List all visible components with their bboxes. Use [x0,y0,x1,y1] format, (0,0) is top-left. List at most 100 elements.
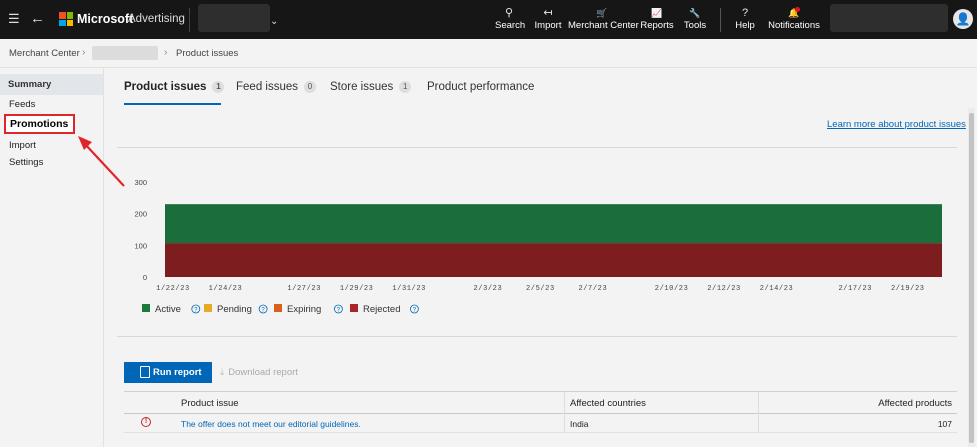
x-tick-label: 2/17/23 [838,285,872,293]
nav-notifications[interactable]: 🔔 Notifications [768,8,820,31]
column-separator [564,414,565,433]
active-tab-indicator [124,103,221,105]
column-separator [564,392,565,414]
info-icon [409,304,419,314]
tab-store-issues[interactable]: Store issues 1 [330,81,412,93]
chevron-right-icon: › [82,47,86,58]
product-name: Advertising [128,13,185,25]
run-report-button[interactable]: . Run report [124,362,212,383]
x-tick-label: 1/29/23 [340,285,374,293]
breadcrumb-merchant-center[interactable]: Merchant Center [9,48,80,59]
column-separator [758,414,759,433]
nav-search[interactable]: ⚲ Search [495,7,526,31]
count-badge: 1 [212,81,225,93]
chevron-right-icon: › [164,47,168,58]
reports-icon: 📈 [651,8,663,18]
report-icon: . [140,366,150,378]
nav-tools[interactable]: 🔧 Tools [683,8,707,31]
info-icon-glyph: ? [337,308,341,314]
bell-icon: 🔔 [788,8,800,18]
column-header-affected-countries[interactable]: Affected countries [570,398,646,409]
chart-svg: 0 100 200 300 1/22/23 1/24/23 1/27/23 1/29/23 1/… [134,178,942,315]
account-selector[interactable] [198,4,270,32]
top-bar: ☰ ← Microsoft Advertising ⌄ ⚲ Search ↤ I… [0,0,977,39]
sidebar-item-summary[interactable]: Summary [0,74,103,95]
tab-feed-issues[interactable]: Feed issues 0 [236,81,317,93]
learn-more-link[interactable]: Learn more about product issues [827,119,966,130]
info-icon [258,304,268,314]
table-row[interactable]: ! The offer does not meet our editorial … [124,414,957,433]
column-header-affected-products[interactable]: Affected products [878,398,952,409]
table-header: Product issue Affected countries Affecte… [124,392,957,414]
issue-link[interactable]: The offer does not meet our editorial gu… [181,419,361,429]
info-icon-glyph: ? [194,308,198,314]
x-tick-label: 1/24/23 [209,285,243,293]
y-tick-label: 200 [134,210,147,219]
count-badge: 1 [399,81,412,93]
x-tick-label: 2/12/23 [707,285,741,293]
area-rejected [165,243,942,277]
nav-merchant-center[interactable]: 🛒 Merchant Center [568,8,639,31]
breadcrumb: Merchant Center › › Product issues [0,39,977,68]
legend-label: Expiring [287,304,321,315]
user-info[interactable] [830,4,948,32]
breadcrumb-store[interactable] [92,46,158,60]
column-separator [758,392,759,414]
wrench-icon: 🔧 [689,8,701,18]
y-tick-label: 300 [134,178,147,187]
tab-product-performance[interactable]: Product performance [427,81,535,93]
back-arrow-icon[interactable]: ← [30,10,45,27]
x-tick-label: 2/14/23 [760,285,794,293]
help-icon: ? [741,7,749,19]
sidebar-item-import[interactable]: Import [9,140,36,151]
info-icon [333,304,343,314]
info-icon [191,304,201,314]
legend-swatch [204,304,212,312]
hamburger-menu-icon[interactable]: ☰ [8,11,20,26]
sidebar-item-settings[interactable]: Settings [9,157,44,168]
notification-dot [795,7,800,12]
search-icon: ⚲ [504,7,514,19]
legend-swatch [274,304,282,312]
chevron-down-icon[interactable]: ⌄ [270,16,279,27]
legend-label: Active [155,304,181,315]
sidebar-item-promotions[interactable]: Promotions [4,114,75,134]
legend-label: Rejected [363,304,401,315]
vertical-scrollbar[interactable] [968,108,975,447]
avatar[interactable]: 👤 [953,9,973,29]
affected-countries-cell: India [570,419,589,429]
affected-products-cell: 107 [937,419,952,429]
column-header-product-issue[interactable]: Product issue [181,398,239,409]
nav-reports[interactable]: 📈 Reports [640,8,674,31]
x-tick-label: 2/5/23 [526,285,555,293]
y-tick-label: 100 [134,241,147,250]
import-icon: ↤ [543,7,553,19]
nav-help[interactable]: ? Help [733,6,757,34]
issues-table: Product issue Affected countries Affecte… [124,391,957,433]
y-tick-label: 0 [143,273,147,282]
x-tick-label: 1/27/23 [287,285,321,293]
info-icon-glyph: ? [413,308,417,314]
tab-product-issues[interactable]: Product issues 1 [124,81,225,93]
scrollbar-thumb[interactable] [969,113,974,443]
x-tick-label: 2/7/23 [578,285,607,293]
x-tick-label: 2/3/23 [473,285,502,293]
x-tick-label: 1/22/23 [156,285,190,293]
brand-name: Microsoft [77,12,134,26]
sidebar-item-feeds[interactable]: Feeds [9,99,36,110]
x-tick-label: 2/19/23 [891,285,925,293]
nav-import[interactable]: ↤ Import [534,7,562,31]
legend-swatch [350,304,358,312]
download-icon: ⤓ [220,367,225,378]
main-content: Product issues 1 Feed issues 0 Store issue… [104,68,977,447]
error-icon: ! [141,417,151,427]
x-tick-label: 1/31/23 [392,285,426,293]
legend-swatch [142,304,150,312]
download-report-button[interactable]: ⤓ Download report [220,367,298,378]
breadcrumb-current: Product issues [176,48,239,59]
sidebar: Summary Feeds Promotions Import Settings [0,68,104,447]
divider [720,8,721,32]
x-tick-label: 2/10/23 [655,285,689,293]
divider [189,8,190,32]
legend-label: Pending [217,304,252,315]
